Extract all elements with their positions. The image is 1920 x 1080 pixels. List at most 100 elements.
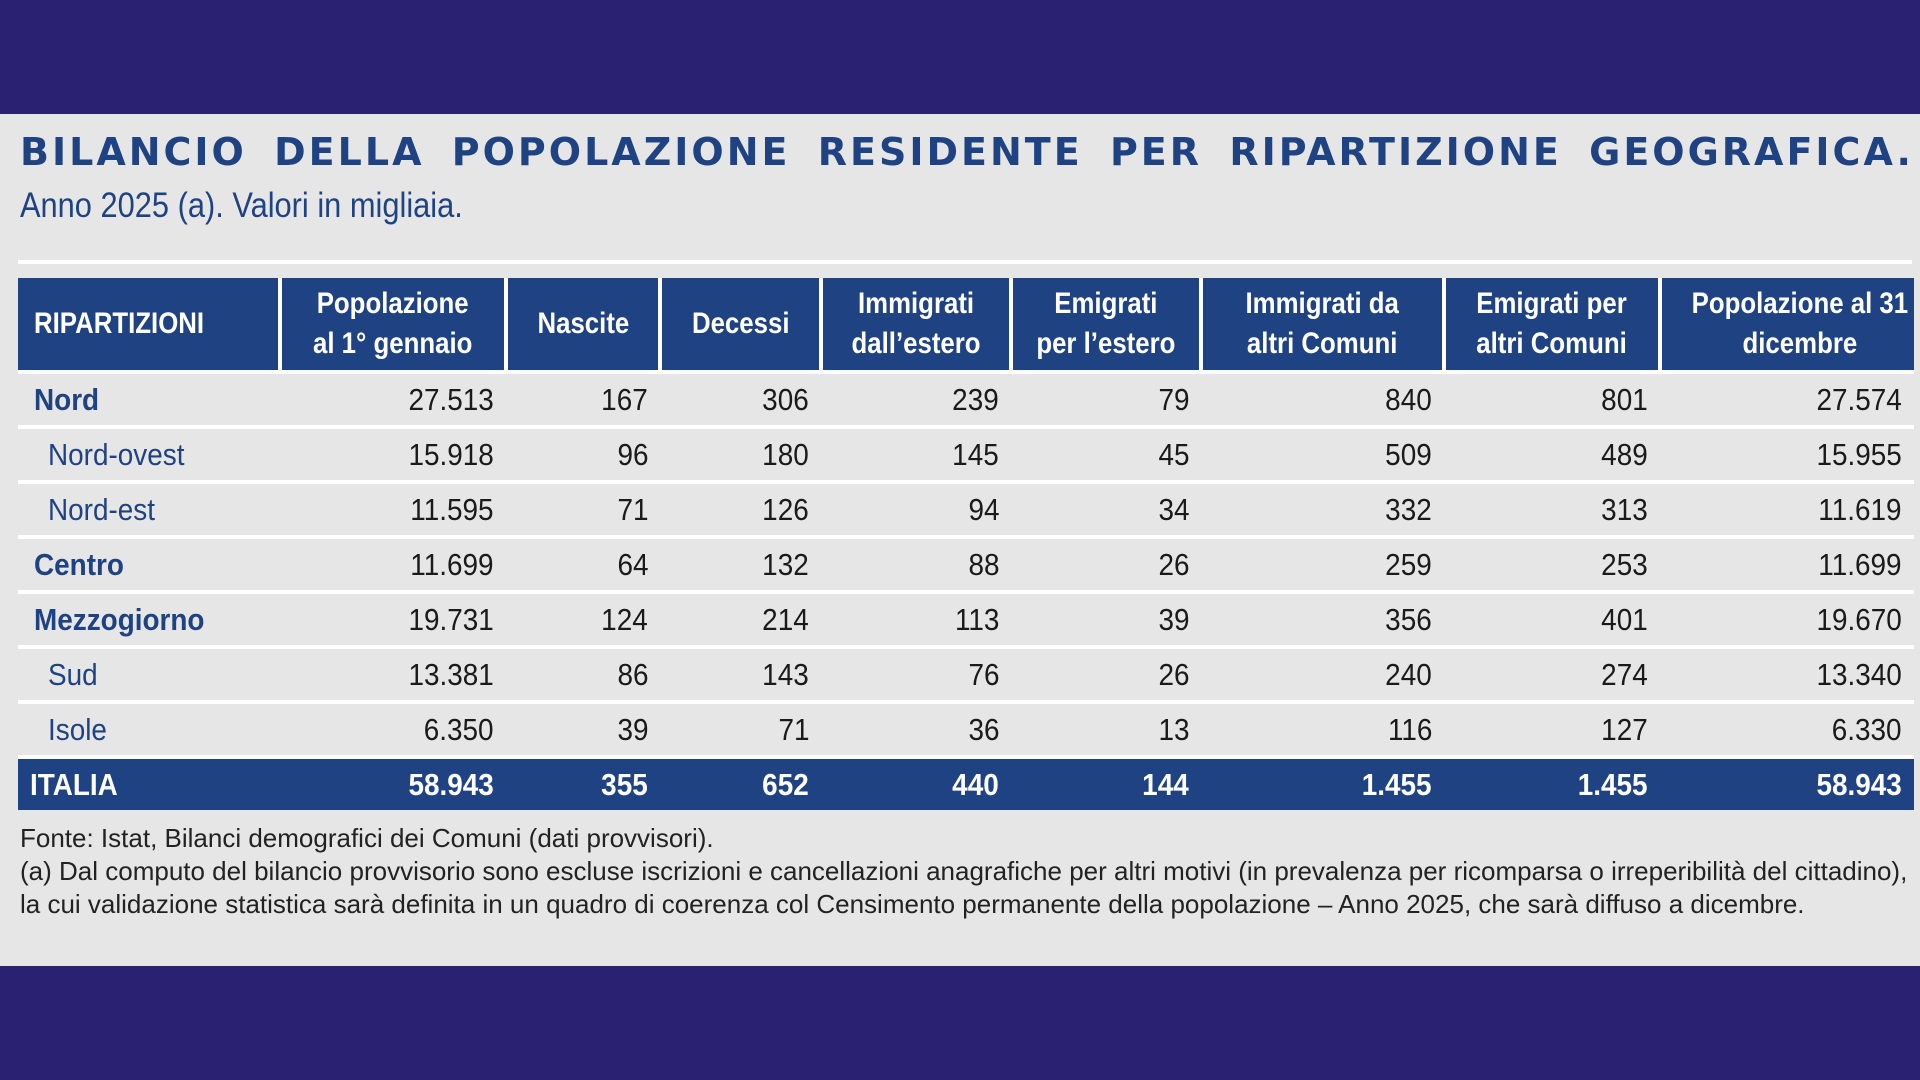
value: 509 xyxy=(1385,436,1432,472)
page-title: BILANCIO DELLA POPOLAZIONE RESIDENTE PER… xyxy=(20,130,1914,174)
value: 145 xyxy=(952,436,999,472)
value-cell: 58.943 xyxy=(1660,755,1914,810)
value: 180 xyxy=(762,436,809,472)
value-cell: 86 xyxy=(506,645,660,702)
value: 126 xyxy=(762,491,809,527)
value: 274 xyxy=(1601,656,1648,692)
value: 45 xyxy=(1157,436,1189,472)
value-cell: 1.455 xyxy=(1444,755,1660,810)
value-cell: 313 xyxy=(1444,480,1660,537)
column-header-label: Immigrati da altri Comuni xyxy=(1246,284,1399,364)
region-name-cell: Nord-ovest xyxy=(18,425,280,482)
value-cell: 652 xyxy=(660,755,821,810)
value: 127 xyxy=(1601,711,1648,747)
value-cell: 840 xyxy=(1201,370,1444,427)
value-cell: 15.918 xyxy=(280,425,506,482)
value: 13 xyxy=(1157,711,1189,747)
value: 39 xyxy=(616,711,648,747)
region-name-cell: Isole xyxy=(18,700,280,757)
value-cell: 15.955 xyxy=(1660,425,1914,482)
value: 144 xyxy=(1142,766,1189,802)
value: 96 xyxy=(616,436,648,472)
divider xyxy=(18,260,1912,264)
value: 652 xyxy=(762,766,809,802)
value-cell: 180 xyxy=(660,425,821,482)
value: 76 xyxy=(967,656,999,692)
value: 15.955 xyxy=(1816,436,1902,472)
value-cell: 13.340 xyxy=(1660,645,1914,702)
value-cell: 64 xyxy=(506,535,660,592)
value-cell: 11.699 xyxy=(1660,535,1914,592)
value-cell: 26 xyxy=(1011,645,1201,702)
header-line: Emigrati xyxy=(1054,287,1158,320)
value-cell: 509 xyxy=(1201,425,1444,482)
report-panel: BILANCIO DELLA POPOLAZIONE RESIDENTE PER… xyxy=(0,114,1920,966)
value: 167 xyxy=(601,381,648,417)
value-cell: 88 xyxy=(821,535,1011,592)
value: 34 xyxy=(1157,491,1189,527)
value-cell: 332 xyxy=(1201,480,1444,537)
value: 11.595 xyxy=(410,491,494,527)
value-cell: 11.699 xyxy=(280,535,506,592)
header-line: Popolazione al 31 xyxy=(1691,287,1909,320)
value-cell: 143 xyxy=(660,645,821,702)
value-cell: 6.330 xyxy=(1660,700,1914,757)
column-header-label: Popolazione al 1° gennaio xyxy=(313,284,472,364)
footnotes: Fonte: Istat, Bilanci demografici dei Co… xyxy=(20,822,1920,921)
column-header-label: Nascite xyxy=(537,304,629,344)
value-cell: 126 xyxy=(660,480,821,537)
title-word: GEOGRAFICA. xyxy=(1589,130,1914,174)
value-cell: 113 xyxy=(821,590,1011,647)
value-cell: 13 xyxy=(1011,700,1201,757)
region-name-cell: Sud xyxy=(18,645,280,702)
value: 86 xyxy=(616,656,648,692)
value: 27.513 xyxy=(408,381,494,417)
value: 36 xyxy=(967,711,999,747)
value: 15.918 xyxy=(408,436,494,472)
column-header: Immigrati dall’estero xyxy=(819,278,1011,372)
table-header-row: RIPARTIZIONI Popolazione al 1° gennaio Nasc… xyxy=(18,278,1914,372)
value-cell: 127 xyxy=(1444,700,1660,757)
header-line: per l’estero xyxy=(1036,327,1176,360)
table-row: Centro 11.699 64 132 88 26 259 253 11.699 xyxy=(18,535,1914,592)
value-cell: 94 xyxy=(821,480,1011,537)
value-cell: 6.350 xyxy=(280,700,506,757)
header-line: Immigrati xyxy=(857,287,975,320)
value: 1.455 xyxy=(1578,766,1648,802)
column-header: Emigrati per l’estero xyxy=(1009,278,1201,372)
column-header: RIPARTIZIONI xyxy=(18,278,280,372)
value-cell: 71 xyxy=(660,700,821,757)
value: 79 xyxy=(1157,381,1189,417)
value: 13.340 xyxy=(1816,656,1902,692)
value-cell: 132 xyxy=(660,535,821,592)
table-row: Sud 13.381 86 143 76 26 240 274 13.340 xyxy=(18,645,1914,702)
region-name-cell: Centro xyxy=(18,535,280,592)
value-cell: 11.619 xyxy=(1660,480,1914,537)
region-name: ITALIA xyxy=(30,766,118,802)
table-row: Nord-ovest 15.918 96 180 145 45 509 489 15.955 xyxy=(18,425,1914,482)
region-name: Isole xyxy=(48,711,107,747)
value-cell: 306 xyxy=(660,370,821,427)
value-cell: 1.455 xyxy=(1201,755,1444,810)
value: 71 xyxy=(777,711,809,747)
value-cell: 58.943 xyxy=(280,755,506,810)
column-header: Emigrati per altri Comuni xyxy=(1442,278,1660,372)
header-line: dicembre xyxy=(1742,327,1858,360)
value: 58.943 xyxy=(408,766,494,802)
column-header: Popolazione al 1° gennaio xyxy=(278,278,506,372)
value-cell: 401 xyxy=(1444,590,1660,647)
title-word: POPOLAZIONE xyxy=(451,130,791,174)
value: 355 xyxy=(601,766,648,802)
value: 11.619 xyxy=(1818,491,1902,527)
region-name: Mezzogiorno xyxy=(34,601,205,637)
value: 39 xyxy=(1157,601,1189,637)
header-line: Immigrati da xyxy=(1245,287,1400,320)
table-row: Isole 6.350 39 71 36 13 116 127 6.330 xyxy=(18,700,1914,757)
value: 240 xyxy=(1385,656,1432,692)
value: 113 xyxy=(954,601,999,637)
value: 306 xyxy=(762,381,809,417)
table-row: Mezzogiorno 19.731 124 214 113 39 356 401 19.670 xyxy=(18,590,1914,647)
value: 440 xyxy=(952,766,999,802)
column-header-label: Popolazione al 31 dicembre xyxy=(1692,284,1908,364)
column-header: Popolazione al 31 dicembre xyxy=(1658,278,1914,372)
